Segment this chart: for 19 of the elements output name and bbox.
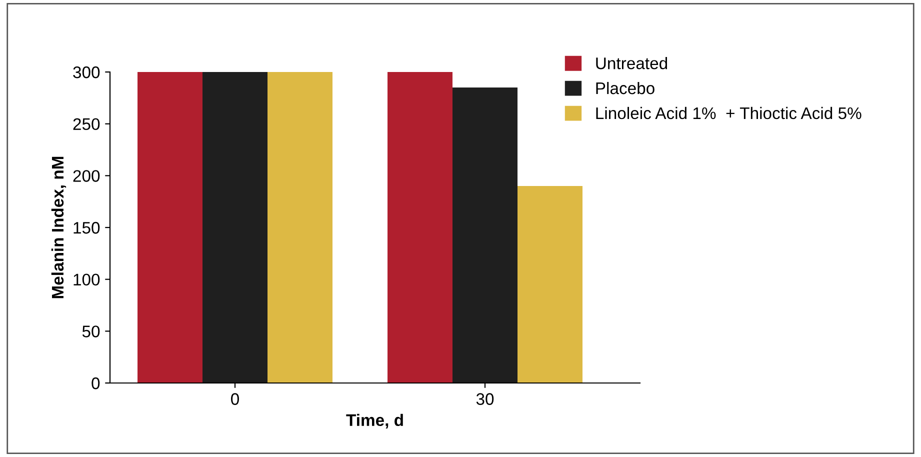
legend-label: Linoleic Acid 1% + Thioctic Acid 5% <box>596 106 862 120</box>
y-tick-label: 250 <box>73 118 100 130</box>
bar <box>202 72 268 383</box>
y-tick-label: 0 <box>92 377 100 390</box>
bar <box>138 72 202 383</box>
y-tick-label: 50 <box>82 326 100 338</box>
y-axis-title: Melanin Index, nM <box>51 156 66 298</box>
legend-label: Placebo <box>596 82 654 94</box>
bar <box>388 72 452 383</box>
bar <box>452 88 518 383</box>
bar <box>518 186 582 383</box>
y-tick-label: 100 <box>74 274 100 286</box>
legend-label: Untreated <box>596 56 668 70</box>
x-tick-label: 30 <box>476 393 494 405</box>
bar <box>268 72 332 383</box>
y-tick-label: 150 <box>74 222 100 234</box>
y-tick-label: 200 <box>73 170 100 182</box>
x-axis-title: Time, d <box>346 414 403 428</box>
y-tick-label: 300 <box>73 66 100 78</box>
